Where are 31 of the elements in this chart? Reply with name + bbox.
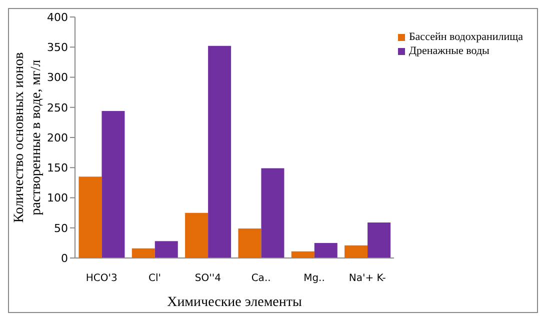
bar (185, 212, 208, 258)
bar (78, 176, 102, 258)
x-tick-label: SO''4 (194, 273, 221, 284)
bar (368, 222, 391, 258)
y-tick-label: 200 (47, 131, 68, 144)
x-tick-label: Cl' (148, 273, 162, 284)
y-axis-title: Количество основных ионов растворенные в воде, мг/л (12, 52, 44, 223)
y-tick-label: 350 (47, 41, 68, 54)
bar (314, 242, 338, 258)
bar (102, 110, 125, 258)
y-tick-label: 300 (47, 71, 68, 84)
legend-label: Дренажные воды (408, 45, 490, 57)
x-tick-label: Mg.. (304, 273, 325, 284)
y-tick-label: 150 (47, 162, 68, 175)
y-tick-label: 50 (54, 222, 68, 235)
legend-label: Бассейн водохранилища (408, 31, 523, 43)
bar (154, 241, 178, 258)
x-tick-label: HCO'3 (86, 273, 118, 284)
bar (291, 251, 314, 258)
bar (208, 46, 232, 258)
y-tick-label: 400 (47, 10, 68, 24)
y-tick-label: 250 (47, 101, 68, 114)
bar (261, 168, 284, 258)
y-tick-label: 100 (47, 192, 68, 205)
y-tick-label: 0 (61, 252, 68, 265)
x-tick-label: Na'+ K- (348, 273, 386, 284)
bar (238, 228, 262, 258)
bar (344, 245, 368, 258)
bar (132, 248, 155, 258)
x-axis-title: Химические элементы (167, 295, 302, 310)
x-tick-label: Ca.. (251, 273, 271, 284)
